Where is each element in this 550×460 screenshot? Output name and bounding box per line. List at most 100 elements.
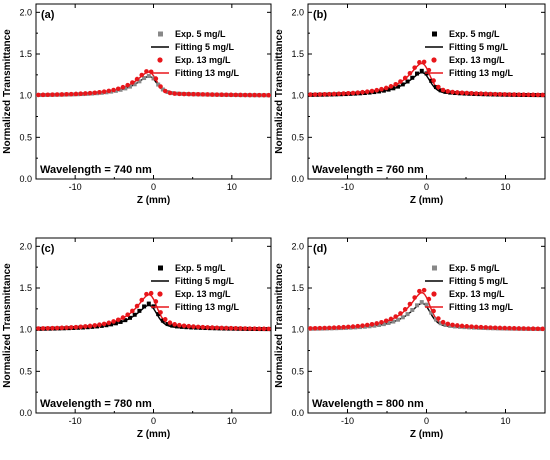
y-axis-title: Normalized Transmittance [274, 29, 285, 154]
exp-point-13mgL [383, 318, 389, 324]
y-tick-label: 0.0 [19, 174, 32, 184]
exp-point-5mgL [189, 92, 194, 97]
exp-point-5mgL [128, 84, 132, 89]
plot-frame [35, 3, 272, 180]
exp-point-5mgL [184, 325, 189, 330]
exp-point-13mgL [247, 92, 253, 98]
wavelength-annotation: Wavelength = 740 nm [40, 164, 152, 176]
exp-point-13mgL [130, 308, 135, 314]
y-tick-label: 2.0 [291, 7, 304, 17]
exp-point-13mgL [233, 92, 239, 98]
exp-point-5mgL [264, 93, 269, 98]
x-tick-label: 0 [424, 182, 429, 192]
exp-point-5mgL [462, 325, 467, 330]
exp-point-5mgL [391, 319, 396, 324]
exp-point-13mgL [492, 91, 498, 97]
legend-label: Exp. 13 mg/L [449, 289, 505, 299]
exp-point-5mgL [343, 92, 348, 97]
exp-point-13mgL [502, 92, 508, 97]
exp-point-5mgL [160, 318, 165, 323]
exp-point-5mgL [362, 90, 367, 95]
x-tick-label: 0 [151, 182, 156, 192]
exp-point-5mgL [419, 68, 424, 73]
exp-point-5mgL [339, 326, 344, 331]
exp-point-5mgL [476, 325, 481, 330]
y-tick-label: 1.0 [19, 91, 32, 101]
exp-point-13mgL [440, 319, 446, 325]
exp-point-13mgL [134, 303, 140, 309]
exp-point-5mgL [528, 326, 533, 331]
exp-point-13mgL [252, 92, 257, 98]
exp-point-5mgL [113, 88, 118, 93]
y-tick-label: 1.5 [19, 283, 32, 293]
exp-point-13mgL [186, 323, 192, 329]
exp-point-5mgL [90, 324, 95, 329]
exp-point-5mgL [76, 325, 81, 330]
exp-point-13mgL [115, 86, 121, 92]
exp-point-13mgL [50, 325, 55, 331]
exp-point-5mgL [71, 325, 76, 330]
exp-point-5mgL [471, 325, 476, 330]
exp-point-13mgL [464, 324, 470, 329]
exp-point-5mgL [377, 322, 382, 327]
exp-point-13mgL [521, 92, 526, 98]
legend-label: Exp. 5 mg/L [449, 29, 500, 39]
exp-point-13mgL [535, 326, 541, 332]
exp-point-13mgL [195, 91, 201, 97]
exp-point-13mgL [153, 76, 159, 81]
exp-point-5mgL [165, 90, 170, 95]
plot-area [308, 59, 545, 98]
exp-point-13mgL [497, 91, 503, 97]
exp-point-13mgL [256, 92, 262, 98]
exp-point-5mgL [500, 92, 505, 97]
exp-point-13mgL [379, 319, 384, 325]
legend-label: Fitting 5 mg/L [175, 42, 234, 52]
exp-point-13mgL [507, 325, 512, 331]
exp-point-13mgL [540, 326, 545, 332]
exp-point-5mgL [236, 93, 241, 98]
legend-label: Exp. 5 mg/L [175, 29, 226, 39]
exp-point-5mgL [429, 310, 434, 315]
exp-point-5mgL [400, 82, 405, 87]
plot-area [36, 290, 271, 332]
exp-point-5mgL [467, 325, 472, 330]
exp-point-5mgL [471, 91, 476, 96]
exp-point-13mgL [393, 314, 398, 319]
legend-circle-swatch [157, 291, 163, 297]
exp-point-13mgL [412, 295, 417, 300]
panel-3: 0.0 0.5 1.0 1.5 2.0 -10 0 10 Z (mm) Normalized Tr… [274, 237, 546, 440]
exp-point-5mgL [533, 93, 538, 98]
exp-point-5mgL [457, 91, 462, 96]
exp-point-13mgL [219, 325, 224, 331]
exp-point-13mgL [266, 326, 271, 332]
exp-point-13mgL [436, 84, 441, 90]
exp-point-13mgL [526, 92, 531, 98]
exp-point-5mgL [146, 74, 151, 79]
panel-0: 0.0 0.5 1.0 1.5 2.0 -10 0 10 Z (mm) Normalized Tr… [2, 3, 272, 206]
exp-point-13mgL [40, 92, 46, 98]
exp-point-13mgL [507, 92, 512, 97]
exp-point-5mgL [310, 92, 315, 97]
exp-point-5mgL [419, 300, 424, 305]
exp-point-5mgL [231, 326, 236, 331]
exp-point-5mgL [189, 325, 194, 330]
exp-point-5mgL [481, 92, 486, 97]
exp-point-13mgL [374, 321, 380, 326]
legend-label: Exp. 13 mg/L [175, 55, 231, 65]
exp-point-5mgL [400, 315, 405, 320]
panel-2: 0.0 0.5 1.0 1.5 2.0 -10 0 10 Z (mm) Normalized Tr… [2, 237, 272, 440]
exp-point-5mgL [104, 323, 109, 328]
exp-point-5mgL [443, 322, 448, 327]
exp-point-5mgL [381, 322, 386, 327]
exp-point-5mgL [250, 326, 255, 331]
exp-point-13mgL [148, 290, 154, 296]
exp-point-13mgL [431, 308, 436, 314]
exp-point-5mgL [207, 326, 212, 331]
exp-point-13mgL [36, 326, 41, 331]
legend-label: Fitting 5 mg/L [175, 276, 234, 286]
exp-point-5mgL [38, 93, 43, 98]
exp-point-13mgL [341, 324, 346, 330]
exp-point-5mgL [329, 92, 334, 97]
y-tick-label: 2.0 [19, 7, 32, 17]
